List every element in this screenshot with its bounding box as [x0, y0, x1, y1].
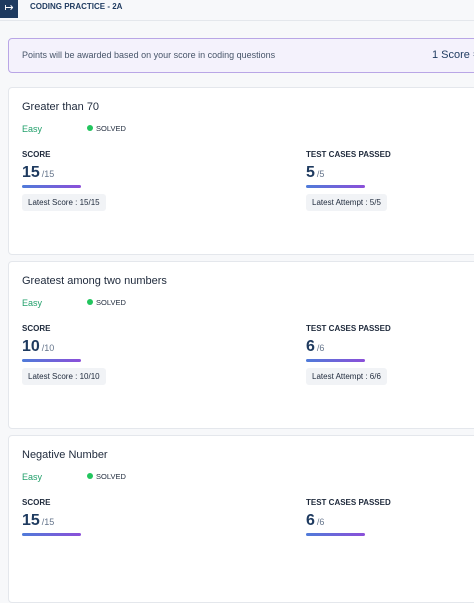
progress-bar — [22, 185, 81, 188]
stat-row: 5/5 — [306, 164, 324, 182]
stat-row: 15/15 — [22, 164, 54, 182]
latest-box: Latest Attempt : 5/5 — [306, 194, 387, 211]
back-button[interactable]: ↦ — [0, 0, 18, 18]
progress-bar — [306, 533, 365, 536]
stat-value: 15 — [22, 164, 40, 181]
stat-total: /6 — [316, 343, 325, 353]
stat-label: SCORE — [22, 324, 51, 333]
problem-title: Negative Number — [22, 449, 108, 461]
stat-value: 10 — [22, 338, 40, 355]
status-dot — [87, 125, 93, 131]
stat-row: 6/6 — [306, 512, 324, 530]
status-dot — [87, 473, 93, 479]
stat-total: /5 — [316, 169, 325, 179]
difficulty: Easy — [22, 124, 43, 134]
stat-label: SCORE — [22, 498, 51, 507]
stat-label: TEST CASES PASSED — [306, 150, 391, 159]
stat-label: TEST CASES PASSED — [306, 324, 391, 333]
progress-bar — [306, 185, 365, 188]
stat-value: 6 — [306, 338, 315, 355]
stat-row: 10/10 — [22, 338, 54, 356]
status: SOLVED — [96, 124, 126, 133]
status-dot — [87, 299, 93, 305]
stat-row: 6/6 — [306, 338, 324, 356]
header-title: CODING PRACTICE - 2A — [30, 2, 123, 11]
problem-title: Greatest among two numbers — [22, 275, 167, 287]
latest-box: Latest Score : 15/15 — [22, 194, 106, 211]
stat-value: 15 — [22, 512, 40, 529]
stat-label: TEST CASES PASSED — [306, 498, 391, 507]
problem-card — [8, 87, 474, 255]
progress-bar — [22, 533, 81, 536]
stat-row: 15/15 — [22, 512, 54, 530]
difficulty: Easy — [22, 472, 43, 482]
status: SOLVED — [96, 298, 126, 307]
stat-total: /6 — [316, 517, 325, 527]
problem-card — [8, 261, 474, 429]
stat-total: /15 — [41, 169, 55, 179]
progress-bar — [306, 359, 365, 362]
latest-box: Latest Score : 10/10 — [22, 368, 106, 385]
banner-score: 1 Score = — [432, 49, 474, 61]
stat-value: 5 — [306, 164, 315, 181]
banner — [8, 38, 474, 73]
header-border — [0, 20, 474, 21]
latest-box: Latest Attempt : 6/6 — [306, 368, 387, 385]
progress-bar — [22, 359, 81, 362]
problem-title: Greater than 70 — [22, 101, 100, 113]
stat-value: 6 — [306, 512, 315, 529]
stat-total: /15 — [41, 517, 55, 527]
status: SOLVED — [96, 472, 126, 481]
difficulty: Easy — [22, 298, 43, 308]
stat-label: SCORE — [22, 150, 51, 159]
banner-text: Points will be awarded based on your sco… — [22, 50, 276, 60]
stat-total: /10 — [41, 343, 55, 353]
